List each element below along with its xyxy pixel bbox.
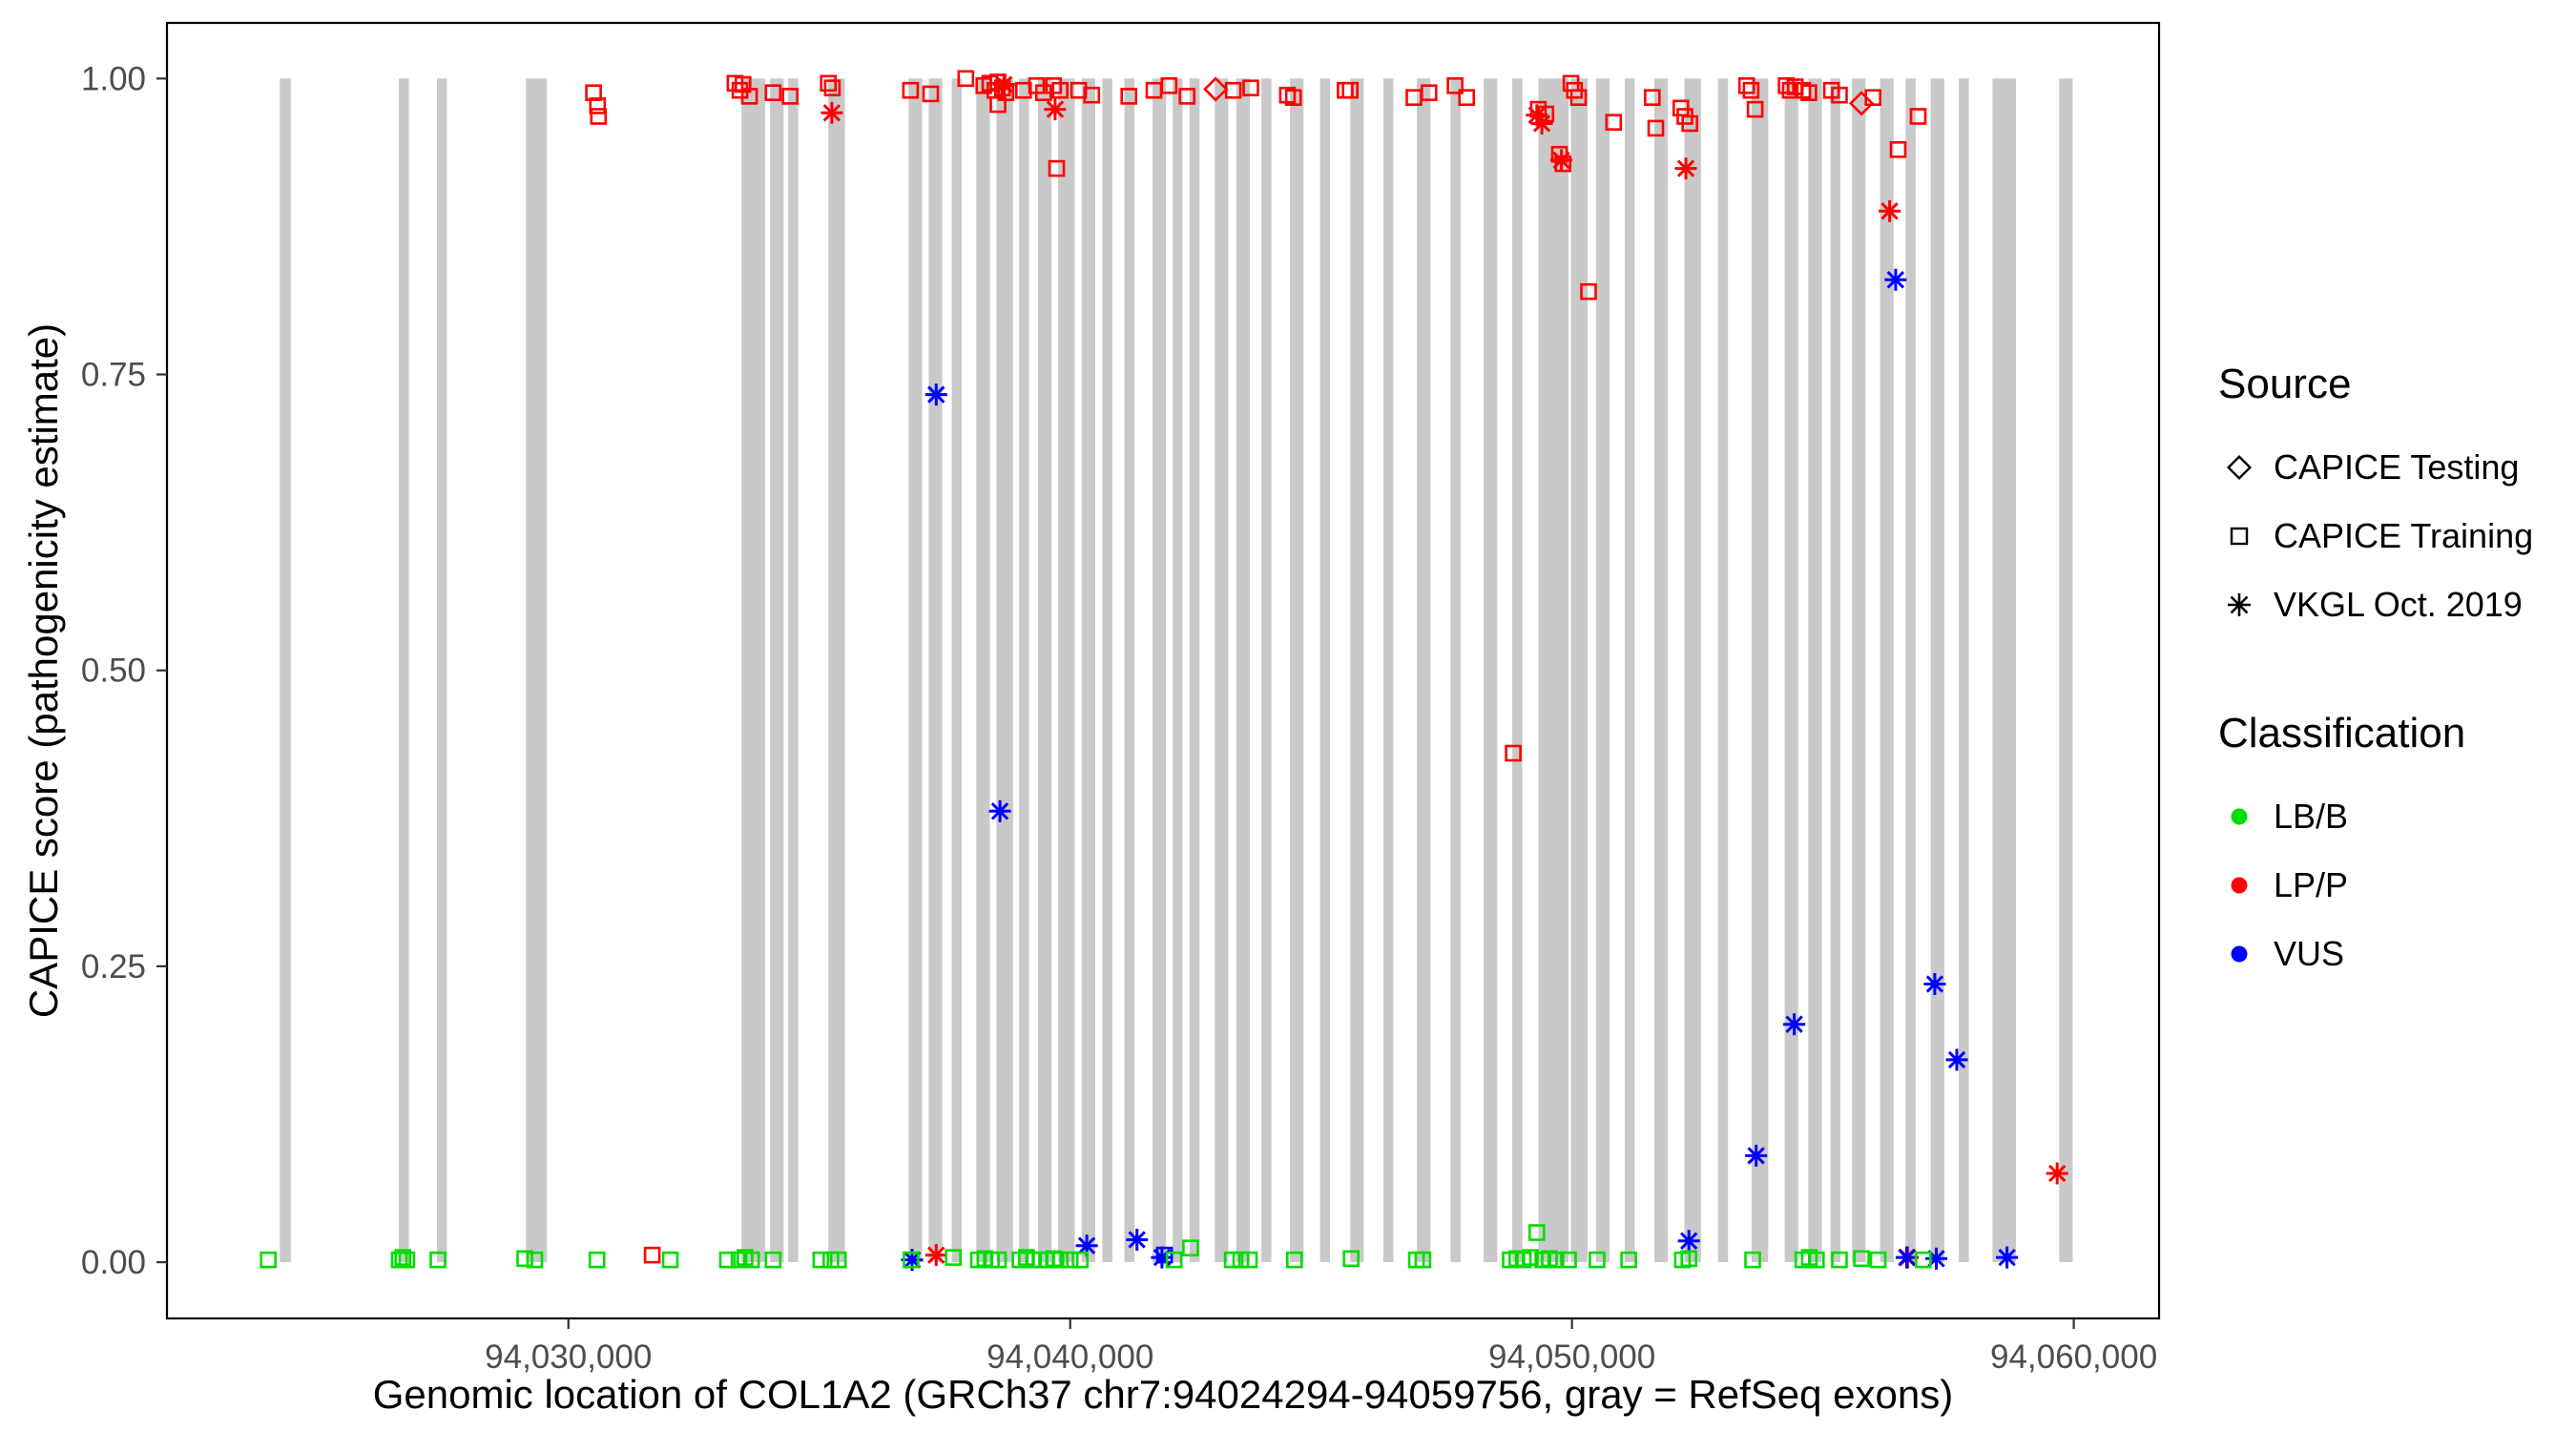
legend-label: CAPICE Testing xyxy=(2274,447,2520,487)
exon-bars xyxy=(280,78,2073,1262)
svg-text:0.50: 0.50 xyxy=(81,653,146,690)
svg-text:94,040,000: 94,040,000 xyxy=(987,1338,1153,1376)
legend-label: VUS xyxy=(2274,934,2345,973)
svg-text:0.00: 0.00 xyxy=(81,1244,146,1281)
legend-label: VKGL Oct. 2019 xyxy=(2274,585,2523,624)
legend-item-lbb: LB/B xyxy=(2218,782,2533,851)
svg-text:1.00: 1.00 xyxy=(81,60,146,97)
data-points xyxy=(260,70,2068,1272)
legend-item-capice-training: CAPICE Training xyxy=(2218,502,2533,570)
square-icon xyxy=(2218,515,2260,557)
blue-dot-icon xyxy=(2218,933,2260,975)
legend-item-vus: VUS xyxy=(2218,920,2533,988)
svg-text:0.75: 0.75 xyxy=(81,357,146,394)
axes: 94,030,000 94,040,000 94,050,000 94,060,000… xyxy=(81,21,2161,1376)
svg-text:94,050,000: 94,050,000 xyxy=(1488,1338,1655,1376)
legend-item-lpp: LP/P xyxy=(2218,851,2533,920)
x-axis-title: Genomic location of COL1A2 (GRCh37 chr7:… xyxy=(372,1372,1954,1417)
svg-text:0.25: 0.25 xyxy=(81,948,146,985)
legend: Source CAPICE Testing CAPICE Training xyxy=(2218,361,2533,988)
diamond-icon xyxy=(2218,446,2260,488)
legend-item-capice-testing: CAPICE Testing xyxy=(2218,433,2533,502)
legend-classification-title: Classification xyxy=(2218,710,2466,757)
legend-label: CAPICE Training xyxy=(2274,516,2534,555)
legend-item-vkgl: VKGL Oct. 2019 xyxy=(2218,570,2533,639)
green-dot-icon xyxy=(2218,796,2260,838)
red-dot-icon xyxy=(2218,864,2260,906)
y-axis-title: CAPICE score (pathogenicity estimate) xyxy=(21,322,66,1019)
svg-text:94,030,000: 94,030,000 xyxy=(485,1338,652,1376)
svg-text:94,060,000: 94,060,000 xyxy=(1990,1338,2157,1376)
legend-label: LB/B xyxy=(2274,797,2349,836)
legend-label: LP/P xyxy=(2274,865,2349,904)
legend-source-title: Source xyxy=(2218,361,2352,407)
asterisk-icon xyxy=(2218,584,2260,626)
